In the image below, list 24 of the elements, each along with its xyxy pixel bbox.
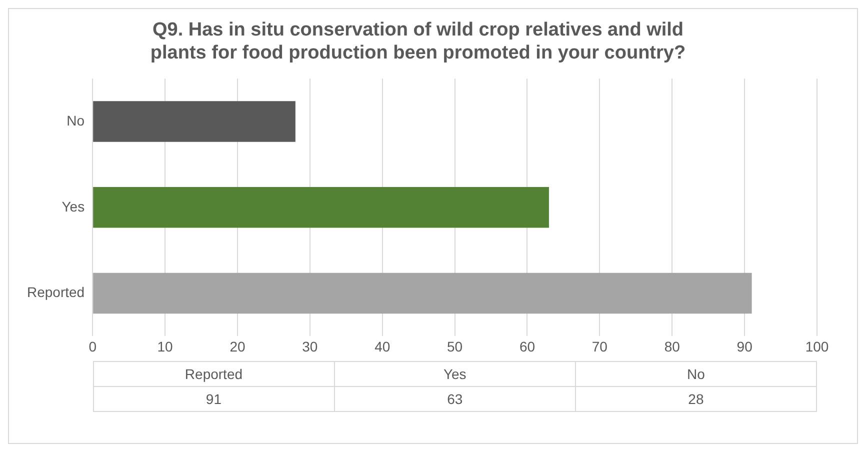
text: 28	[575, 386, 816, 412]
bar	[93, 101, 296, 142]
x-tick-label: 20	[230, 338, 246, 354]
x-tick-label: 0	[88, 338, 97, 354]
text: Reported	[93, 362, 334, 386]
y-tick-label: Yes	[62, 198, 85, 214]
bar	[93, 187, 549, 228]
x-tick-label: 100	[805, 338, 829, 354]
y-tick-label: No	[66, 112, 85, 128]
x-tick-label: 10	[157, 338, 174, 354]
x-tick-label: 30	[302, 338, 318, 354]
x-tick-label: 80	[664, 338, 680, 354]
x-tick-label: 50	[447, 338, 463, 354]
text: No	[575, 362, 816, 386]
y-tick-label: Reported	[27, 284, 85, 300]
x-tick-label: 70	[592, 338, 608, 354]
x-tick-label: 40	[374, 338, 390, 354]
bar	[93, 272, 752, 314]
x-tick-label: 60	[519, 338, 536, 354]
text: 63	[334, 386, 576, 412]
text: Yes	[334, 362, 576, 386]
text: 91	[93, 386, 334, 412]
x-tick-label: 90	[736, 338, 753, 354]
chart-title: Q9. Has in situ conservation of wild crop relatives and wild plants for food production been promoted in your country?	[150, 20, 686, 64]
